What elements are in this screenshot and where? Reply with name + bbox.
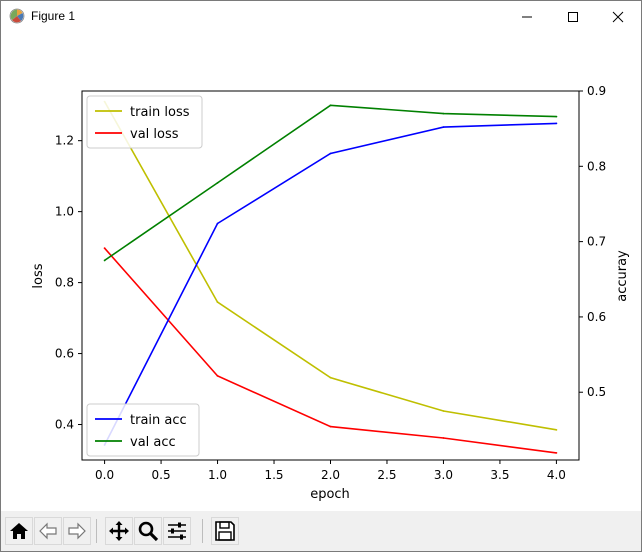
save-button[interactable] xyxy=(211,517,239,545)
chart-svg[interactable]: 0.0 0.5 1.0 1.5 2.0 2.5 3.0 3.5 4.0 0.4 0.6 0.8 1.0 1… xyxy=(1,32,641,510)
y-axis-label: loss xyxy=(31,263,46,288)
close-icon xyxy=(612,11,624,22)
y2-axis-label: accuray xyxy=(615,250,630,302)
legend-label: val acc xyxy=(130,435,176,450)
data-point-train-loss xyxy=(442,410,445,412)
data-point-val-loss xyxy=(329,425,332,428)
move-icon xyxy=(109,521,129,541)
data-point-train-acc xyxy=(555,122,558,125)
pan-button[interactable] xyxy=(105,517,133,545)
sliders-icon xyxy=(168,522,186,540)
matplotlib-app-icon xyxy=(9,8,25,24)
x-tick-label: 2.0 xyxy=(321,468,340,482)
data-point-val-acc xyxy=(103,259,106,262)
y2-tick-label: 0.7 xyxy=(587,235,606,249)
series-line-train-loss xyxy=(103,101,557,431)
data-point-val-acc xyxy=(442,112,445,115)
minimize-button[interactable] xyxy=(504,1,550,32)
minimize-icon xyxy=(522,16,532,17)
toolbar-separator xyxy=(96,519,97,543)
window-title: Figure 1 xyxy=(31,9,76,23)
x-tick-label: 0.5 xyxy=(152,468,171,482)
y-tick-label: 1.0 xyxy=(55,205,74,219)
series-line-train-acc xyxy=(103,122,557,446)
x-tick-label: 2.5 xyxy=(377,468,396,482)
navigation-toolbar xyxy=(1,511,641,551)
y-tick-label: 1.2 xyxy=(55,134,74,148)
zoom-button[interactable] xyxy=(134,517,162,545)
x-tick-label: 3.5 xyxy=(490,468,509,482)
y2-tick-label: 0.8 xyxy=(587,159,606,173)
legend-loss xyxy=(86,95,203,149)
data-point-val-acc xyxy=(555,115,558,118)
forward-button[interactable] xyxy=(63,517,91,545)
data-point-train-loss xyxy=(216,301,219,304)
y2-tick-label: 0.9 xyxy=(587,84,606,98)
forward-arrow-icon xyxy=(68,522,86,540)
save-icon xyxy=(215,521,235,541)
plot-canvas[interactable]: 0.0 0.5 1.0 1.5 2.0 2.5 3.0 3.5 4.0 0.4 0.6 0.8 1.0 1… xyxy=(1,32,641,510)
data-point-train-acc xyxy=(216,222,219,225)
maximize-icon xyxy=(568,11,578,22)
toolbar-separator xyxy=(202,519,203,543)
x-tick-label: 1.5 xyxy=(264,468,283,482)
y-tick-label: 0.6 xyxy=(55,347,74,361)
configure-subplots-button[interactable] xyxy=(163,517,191,545)
x-axis-label: epoch xyxy=(310,487,350,502)
legend-label: train loss xyxy=(130,105,190,120)
y2-tick-label: 0.6 xyxy=(587,310,606,324)
data-point-train-acc xyxy=(442,126,445,129)
maximize-button[interactable] xyxy=(550,1,596,32)
y-tick-label: 0.4 xyxy=(55,418,74,432)
data-point-val-loss xyxy=(442,437,445,439)
data-point-val-loss xyxy=(103,247,106,250)
y2-tick-label: 0.5 xyxy=(587,385,606,399)
data-point-val-acc xyxy=(329,104,332,107)
data-point-val-acc xyxy=(216,181,219,184)
home-button[interactable] xyxy=(5,517,33,545)
legend-label: train acc xyxy=(130,413,187,428)
data-point-val-loss xyxy=(555,452,558,454)
home-icon xyxy=(10,523,28,539)
back-button[interactable] xyxy=(34,517,62,545)
x-tick-label: 0.0 xyxy=(95,468,114,482)
data-point-train-loss xyxy=(555,428,558,431)
close-button[interactable] xyxy=(595,1,641,32)
zoom-icon xyxy=(138,521,159,542)
x-tick-label: 3.0 xyxy=(434,468,453,482)
back-arrow-icon xyxy=(39,522,57,540)
x-tick-label: 4.0 xyxy=(547,468,566,482)
title-bar[interactable]: Figure 1 xyxy=(1,1,641,32)
data-point-train-loss xyxy=(329,376,332,379)
data-point-val-loss xyxy=(216,375,219,377)
y-tick-label: 0.8 xyxy=(55,276,74,290)
data-point-train-acc xyxy=(329,152,332,155)
legend-accuracy xyxy=(86,403,200,457)
legend-label: val loss xyxy=(130,127,179,142)
x-tick-label: 1.0 xyxy=(208,468,227,482)
